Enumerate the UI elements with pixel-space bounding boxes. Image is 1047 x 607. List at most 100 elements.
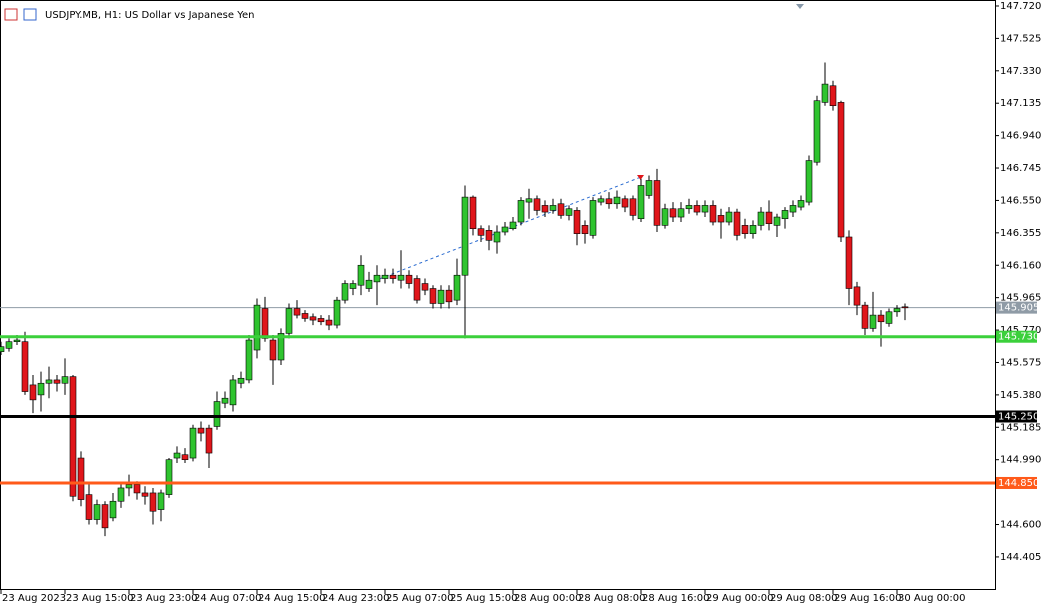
candle-body — [429, 288, 437, 304]
candle-body — [21, 341, 29, 392]
candle-body — [829, 85, 837, 107]
candle-body — [901, 306, 909, 309]
y-tick-label: 145.380 — [1000, 390, 1041, 401]
level-line-label: 145.250 — [998, 411, 1039, 422]
candle-body — [389, 274, 397, 279]
candle-body — [477, 228, 485, 236]
y-tick-label: 147.525 — [1000, 33, 1041, 44]
y-tick-label: 146.550 — [1000, 195, 1041, 206]
candle-body — [517, 200, 525, 223]
candle-body — [349, 283, 357, 289]
candle-body — [485, 230, 493, 241]
icon — [23, 8, 37, 21]
y-tick-label: 145.185 — [1000, 422, 1041, 433]
x-tick-label: 24 Aug 15:00 — [258, 593, 325, 604]
x-tick-label: 24 Aug 23:00 — [322, 593, 389, 604]
x-tick-label: 28 Aug 00:00 — [514, 593, 581, 604]
candle-body — [93, 504, 101, 520]
candle-body — [437, 289, 445, 304]
candle-body — [5, 341, 13, 349]
candle-body — [205, 427, 213, 454]
candle-body — [85, 494, 93, 520]
candle-body — [125, 484, 133, 489]
level-line-tag — [996, 410, 1037, 423]
candle-body — [413, 278, 421, 301]
candle-body — [221, 397, 229, 404]
candle-body — [893, 308, 901, 313]
y-tick-label: 145.770 — [1000, 325, 1041, 336]
price-line-tag — [996, 301, 1037, 314]
candle-body — [61, 376, 69, 384]
x-tick-label: 25 Aug 07:00 — [386, 593, 453, 604]
candle-body — [541, 205, 549, 213]
y-tick-label: 146.355 — [1000, 228, 1041, 239]
candle-body — [53, 379, 61, 384]
candle-body — [29, 384, 37, 401]
icon — [4, 8, 18, 21]
candle-body — [597, 198, 605, 203]
candle-body — [189, 427, 197, 459]
candle-body — [525, 198, 533, 203]
candle-body — [853, 286, 861, 306]
y-tick-label: 147.330 — [1000, 66, 1041, 77]
candle-body — [109, 500, 117, 519]
candle-body — [869, 314, 877, 329]
candle-body — [605, 198, 613, 205]
candle-body — [301, 313, 309, 319]
candle-body — [709, 205, 717, 223]
plot-frame — [0, 0, 996, 590]
candle-body — [629, 198, 637, 216]
candle-body — [821, 83, 829, 103]
candle-body — [661, 208, 669, 226]
candle-body — [573, 210, 581, 234]
candle-body — [509, 221, 517, 229]
x-tick-label: 23 Aug 23:00 — [130, 593, 197, 604]
candle-body — [685, 205, 693, 210]
candle-body — [813, 100, 821, 163]
candle-body — [701, 205, 709, 213]
x-tick-label: 29 Aug 08:00 — [770, 593, 837, 604]
candle-body — [637, 185, 645, 220]
y-tick-label: 145.965 — [1000, 293, 1041, 304]
candle-body — [237, 377, 245, 384]
shift-marker — [796, 4, 804, 9]
candle-body — [285, 308, 293, 334]
candle-body — [261, 308, 269, 339]
candle-body — [781, 210, 789, 220]
candle-body — [445, 289, 453, 303]
marks — [0, 62, 995, 537]
level-line-tag — [996, 330, 1037, 343]
candle-body — [157, 492, 165, 510]
candle-body — [533, 198, 541, 211]
candle-body — [173, 452, 181, 459]
candle-body — [397, 274, 405, 281]
candle-body — [669, 208, 677, 218]
candle-body — [493, 231, 501, 243]
candle-body — [253, 304, 261, 351]
candle-body — [757, 211, 765, 226]
candle-body — [725, 211, 733, 223]
candle-body — [789, 205, 797, 213]
x-tick-label: 23 Aug 15:00 — [66, 593, 133, 604]
x-tick-label: 29 Aug 16:00 — [834, 593, 901, 604]
candle-body — [693, 205, 701, 213]
candle-body — [861, 304, 869, 329]
candle-body — [165, 459, 173, 495]
x-tick-label: 24 Aug 07:00 — [194, 593, 261, 604]
candle-body — [357, 264, 365, 286]
candle-body — [797, 200, 805, 208]
candle-body — [877, 314, 885, 323]
candle-body — [69, 376, 77, 497]
candle-body — [101, 504, 109, 529]
candle-body — [549, 205, 557, 211]
y-tick-label: 147.720 — [1000, 1, 1041, 12]
candle-body — [381, 274, 389, 279]
y-tick-label: 144.405 — [1000, 552, 1041, 563]
title-icons — [4, 8, 37, 21]
candle-body — [845, 236, 853, 289]
candle-body — [229, 379, 237, 406]
candle-body — [421, 283, 429, 291]
candle-body — [365, 279, 373, 289]
level-line-label: 144.850 — [998, 478, 1039, 489]
